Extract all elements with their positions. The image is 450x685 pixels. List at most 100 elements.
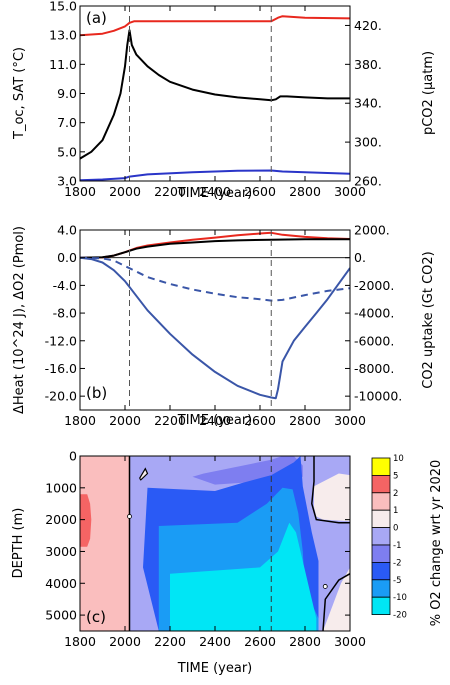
panel-b-ytick-label-right: -6000. xyxy=(354,333,394,348)
panel-a-xtick-label: 3000 xyxy=(334,184,366,199)
panel-b-xlabel: TIME (year) xyxy=(177,413,252,428)
panel-c-xtick-label: 3000 xyxy=(334,634,366,649)
panel-b-ytick-label: -16.0 xyxy=(45,361,77,376)
panel-c-ytick-label: 5000 xyxy=(45,608,77,623)
panel-c-xtick-label: 2800 xyxy=(289,634,321,649)
panel-b-ytick-label-right: -4000. xyxy=(354,306,394,321)
panel-b-vlines xyxy=(129,230,272,410)
panel-b-xtick-label: 2600 xyxy=(244,413,276,428)
panel-b-ytick-label: 0.0 xyxy=(57,250,77,265)
contour-region-0 xyxy=(80,494,92,547)
panel-b-ytick-label-right: -8000. xyxy=(354,361,394,376)
panel-b-ytick-label-right: -10000. xyxy=(354,389,402,404)
panel-c-xtick-label: 2400 xyxy=(199,634,231,649)
panel-a-ytick-label-right: 340. xyxy=(354,96,382,111)
panel-c-ytick-label: 3000 xyxy=(45,544,77,559)
colorbar-swatch-5 xyxy=(371,544,391,563)
colorbar-tick-label: -2 xyxy=(393,558,401,568)
panel-b: 1800 2000 2200 2400 2600 2800 3000 4.0 0.0 -4.0 -8… xyxy=(12,223,436,429)
contour-region-6 xyxy=(139,468,148,480)
panel-c-lines xyxy=(127,456,350,631)
panel-a-xtick-label: 2800 xyxy=(289,184,321,199)
panel-b-xtick-label: 2400 xyxy=(199,413,231,428)
colorbar-tick-label: 5 xyxy=(393,471,398,481)
panel-b-series-line-3 xyxy=(80,256,350,400)
colorbar-swatch-7 xyxy=(371,579,391,598)
panel-a-ytick-label-right: 260. xyxy=(354,174,382,189)
panel-c-ylabel: DEPTH (m) xyxy=(11,508,26,579)
colorbar-swatch-1 xyxy=(371,474,391,494)
panel-b-xtick-label: 3000 xyxy=(334,413,366,428)
panel-a-xtick-label: 2000 xyxy=(109,184,141,199)
contour-region-5 xyxy=(314,473,350,522)
panel-a-label: (a) xyxy=(86,9,107,27)
panel-b-xtick-label: 2800 xyxy=(289,413,321,428)
colorbar-swatch-3 xyxy=(371,509,391,529)
panel-c-ticks: 1800 2000 2200 2400 2600 2800 3000 0 1000 2000 300… xyxy=(45,449,366,650)
panel-b-xtick-label: 1800 xyxy=(64,413,96,428)
colorbar-tick-label: -1 xyxy=(393,541,401,551)
panel-c-xtick-label: 1800 xyxy=(64,634,96,649)
panel-a-series-line-1 xyxy=(80,29,350,160)
panel-c-ytick-label: 0 xyxy=(69,449,77,464)
panel-b-ytick-label: -20.0 xyxy=(45,389,77,404)
colorbar-tick-label: 10 xyxy=(393,454,404,464)
panel-a: 1800 2000 2200 2400 2600 2800 3000 15.0 13.0 11.0… xyxy=(12,0,436,201)
panel-b-ylabel-right: CO2 uptake (Gt CO2) xyxy=(421,251,436,389)
panel-a-ytick-label: 7.0 xyxy=(57,115,77,130)
panel-a-ytick-label-right: 420. xyxy=(354,18,382,33)
panel-b-label: (b) xyxy=(86,384,107,402)
panel-c-xlabel: TIME (year) xyxy=(177,661,252,676)
panel-a-ticks: 1800 2000 2200 2400 2600 2800 3000 15.0 13.0 11.0… xyxy=(49,0,382,199)
colorbar-tick-label: 2 xyxy=(393,489,398,499)
panel-a-ytick-label: 3.0 xyxy=(57,174,77,189)
contour-region-2 xyxy=(80,456,130,631)
panel-a-ylabel-left: T_oc, SAT (°C) xyxy=(12,47,27,140)
panel-c-label: (c) xyxy=(86,608,106,626)
panel-a-series-line-2 xyxy=(80,169,350,181)
contour-label-dot xyxy=(127,514,132,519)
colorbar-tick-label: -5 xyxy=(393,576,401,586)
panel-b-xtick-label: 2200 xyxy=(154,413,186,428)
zero-contour-small xyxy=(139,467,149,481)
colorbar-swatch-6 xyxy=(371,562,391,581)
panel-b-ticks: 1800 2000 2200 2400 2600 2800 3000 4.0 0.0 -4.0 -8… xyxy=(45,223,403,429)
panel-a-xlabel: TIME (year) xyxy=(177,186,252,201)
panel-a-xtick-label: 2200 xyxy=(154,184,186,199)
panel-b-ytick-label-right: 0. xyxy=(354,250,366,265)
panel-a-ytick-label: 13.0 xyxy=(49,28,77,43)
colorbar-label: % O2 change wrt yr 2020 xyxy=(429,460,444,627)
colorbar-swatch-4 xyxy=(371,527,391,546)
contour-region-7 xyxy=(323,567,350,631)
panel-c-xtick-label: 2600 xyxy=(244,634,276,649)
panel-c-ytick-label: 1000 xyxy=(45,480,77,495)
panel-c-ytick-label: 4000 xyxy=(45,576,77,591)
colorbar-tick-label: -10 xyxy=(393,593,407,603)
panel-a-series xyxy=(80,15,350,181)
panel-c: 1800 2000 2200 2400 2600 2800 3000 0 1000 2000 300… xyxy=(11,449,444,677)
panel-b-ytick-label: -4.0 xyxy=(53,278,77,293)
panel-b-series-line-1 xyxy=(80,238,350,259)
contour-region-12 xyxy=(170,522,317,631)
panel-c-ytick-label: 2000 xyxy=(45,512,77,527)
panel-b-ytick-label-right: 2000. xyxy=(354,223,390,238)
panel-a-xtick-label: 1800 xyxy=(64,184,96,199)
panel-a-ytick-label-right: 380. xyxy=(354,57,382,72)
panel-b-ytick-label: -8.0 xyxy=(53,306,77,321)
panel-b-ylabel-left: ΔHeat (10^24 J), ΔO2 (Pmol) xyxy=(12,226,27,414)
panel-b-ytick-label: -12.0 xyxy=(45,333,77,348)
panel-a-ytick-label: 9.0 xyxy=(57,86,77,101)
panel-a-ylabel-right: pCO2 (µatm) xyxy=(421,51,436,135)
zero-contour-east xyxy=(311,456,350,524)
panel-a-xtick-label: 2400 xyxy=(199,184,231,199)
panel-a-ytick-label-right: 300. xyxy=(354,135,382,150)
panel-c-xtick-label: 2000 xyxy=(109,634,141,649)
panel-b-ytick-label-right: -2000. xyxy=(354,278,394,293)
panel-a-ytick-label: 11.0 xyxy=(49,57,77,72)
zero-contour-east-deep xyxy=(322,573,350,631)
panel-b-ytick-label: 4.0 xyxy=(57,223,77,238)
panel-b-xtick-label: 2000 xyxy=(109,413,141,428)
